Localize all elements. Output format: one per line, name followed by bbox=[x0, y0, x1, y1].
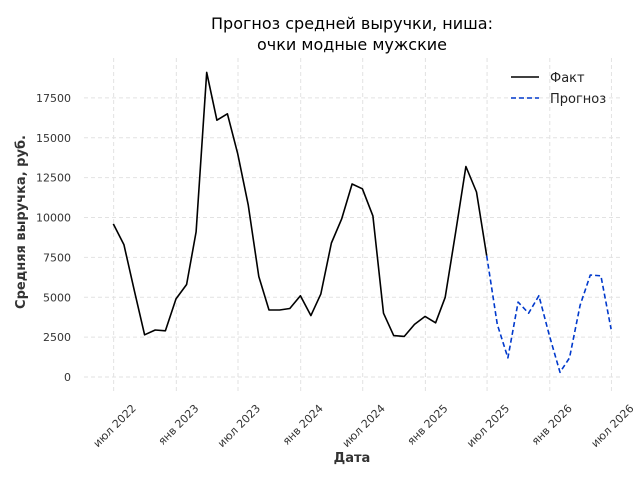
x-tick-label: янв 2026 bbox=[529, 402, 575, 448]
y-tick-label: 7500 bbox=[43, 251, 71, 264]
x-tick-label: июл 2025 bbox=[464, 402, 512, 450]
legend-label-fact: Факт bbox=[550, 71, 585, 86]
chart-title-line-1: Прогноз средней выручки, ниша: bbox=[211, 14, 493, 33]
series-line-fact bbox=[112, 71, 488, 338]
x-tick-label: июл 2023 bbox=[215, 402, 263, 450]
y-tick-label: 15000 bbox=[36, 132, 71, 145]
y-tick-label: 12500 bbox=[36, 172, 71, 185]
y-tick-label: 2500 bbox=[43, 331, 71, 344]
x-axis-label: Дата bbox=[334, 451, 371, 466]
y-tick-label: 17500 bbox=[36, 92, 71, 105]
grid bbox=[84, 58, 622, 393]
y-tick-label: 5000 bbox=[43, 291, 71, 304]
x-tick-label: июл 2024 bbox=[340, 402, 388, 450]
y-axis-label: Средняя выручка, руб. bbox=[14, 135, 29, 309]
series-lines bbox=[112, 71, 612, 374]
x-tick-label: янв 2025 bbox=[405, 402, 451, 448]
legend-label-forecast: Прогноз bbox=[550, 92, 606, 107]
y-tick-label: 0 bbox=[64, 371, 71, 384]
y-tick-label: 10000 bbox=[36, 212, 71, 225]
y-axis-ticks: 0 2500 5000 7500 10000 12500 15000 17500 bbox=[36, 92, 71, 384]
x-tick-label: янв 2023 bbox=[156, 402, 202, 448]
x-tick-label: янв 2024 bbox=[280, 402, 326, 448]
legend: Факт Прогноз bbox=[511, 71, 606, 107]
x-tick-label: июл 2022 bbox=[91, 402, 139, 450]
series-line-forecast bbox=[485, 255, 612, 374]
x-tick-label: июл 2026 bbox=[589, 402, 637, 450]
chart-title-line-2: очки модные мужские bbox=[257, 35, 447, 54]
x-axis-ticks: июл 2022 янв 2023 июл 2023 янв 2024 июл 2024… bbox=[91, 402, 637, 450]
